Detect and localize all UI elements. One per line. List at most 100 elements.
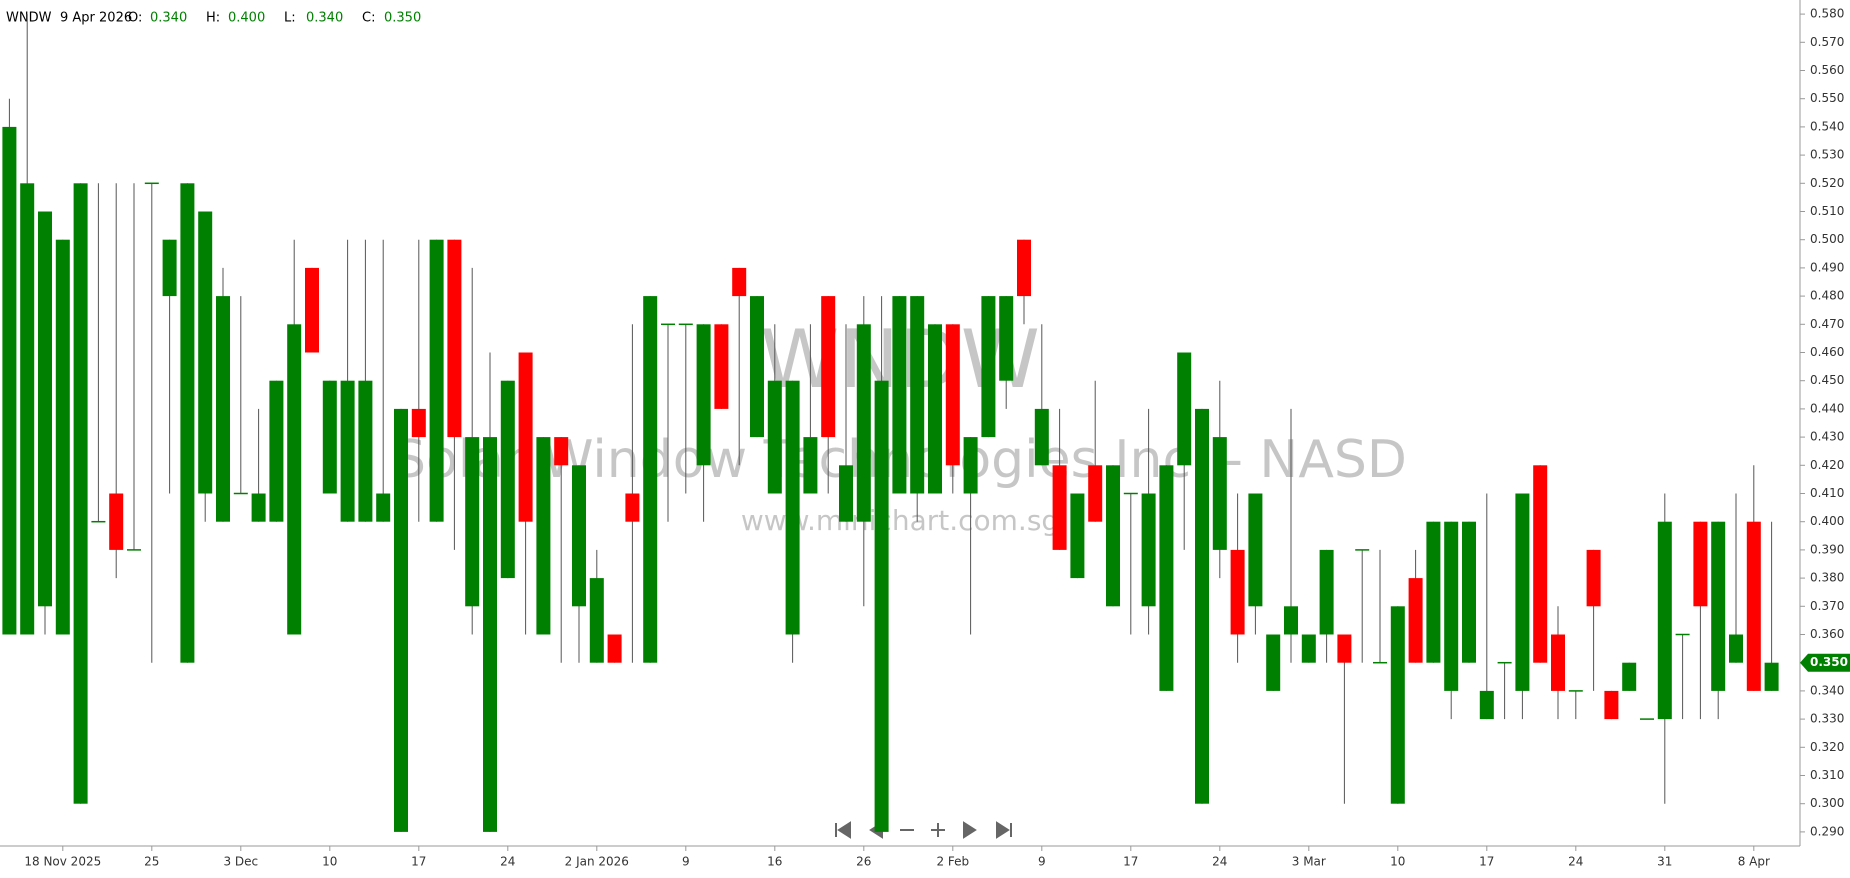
candle-body [607, 634, 622, 663]
nav-zoom-in[interactable] [931, 823, 945, 837]
candle-body [1212, 437, 1227, 550]
candle-body [1195, 408, 1209, 804]
header-field-value: 0.350 [384, 11, 421, 26]
candle-body [1319, 549, 1334, 635]
candle-body [73, 183, 88, 804]
candle-body [1462, 521, 1476, 663]
x-tick-label: 3 Mar [1292, 855, 1326, 869]
y-tick-label: 0.460 [1810, 345, 1844, 359]
candle-body [767, 380, 782, 494]
candle-body [1408, 578, 1423, 663]
candle-body [198, 211, 213, 494]
candle-body [981, 296, 996, 438]
y-tick-label: 0.420 [1810, 458, 1844, 472]
candle-body [572, 465, 586, 607]
candle-body [376, 493, 391, 522]
candle-body [999, 296, 1014, 381]
candle-body [1711, 521, 1726, 691]
header-field-value: 0.340 [150, 11, 187, 26]
candle-body [1729, 634, 1743, 663]
candle-body [750, 296, 764, 438]
y-tick-label: 0.320 [1810, 740, 1844, 754]
candle-body [554, 437, 569, 466]
candle-body [892, 296, 907, 494]
x-tick-label: 24 [1568, 855, 1583, 869]
candle-body [839, 465, 853, 522]
candle-body [1034, 408, 1049, 466]
x-tick-label: 25 [144, 855, 159, 869]
y-tick-label: 0.440 [1810, 401, 1844, 415]
x-tick-label: 8 Apr [1738, 855, 1770, 869]
candle-body [411, 408, 426, 438]
nav-last[interactable] [996, 821, 1012, 839]
candle-body [625, 493, 640, 522]
candle-body [287, 324, 302, 635]
y-tick-label: 0.390 [1810, 542, 1844, 556]
candle-body [1693, 521, 1708, 607]
last-price-label: 0.350 [1810, 655, 1848, 669]
candle-body [1017, 239, 1031, 297]
y-tick-label: 0.290 [1810, 824, 1844, 838]
candle-body [732, 267, 747, 297]
candle-body [305, 267, 319, 353]
x-tick-label: 24 [1212, 855, 1227, 869]
y-tick-label: 0.520 [1810, 176, 1844, 190]
x-tick-label: 10 [322, 855, 337, 869]
candle-body [1230, 549, 1245, 635]
candle-body [180, 183, 195, 663]
candle-body [340, 380, 355, 522]
y-tick-label: 0.450 [1810, 373, 1844, 387]
candle-body [38, 211, 52, 607]
x-tick-label: 3 Dec [223, 855, 258, 869]
candle-body [447, 239, 462, 438]
candle-body [20, 183, 35, 635]
candle-body [1479, 690, 1494, 720]
y-tick-label: 0.410 [1810, 486, 1844, 500]
candle-body [1248, 493, 1263, 607]
nav-next[interactable] [963, 821, 977, 839]
candle-body [1284, 606, 1298, 635]
candle-body [1444, 521, 1459, 691]
candle-body [1426, 521, 1441, 663]
header-field-value: 0.400 [228, 11, 265, 26]
y-tick-label: 0.470 [1810, 317, 1844, 331]
y-tick-label: 0.480 [1810, 289, 1844, 303]
x-tick-label: 16 [767, 855, 782, 869]
y-tick-label: 0.340 [1810, 683, 1844, 697]
candle-body [536, 437, 551, 635]
y-tick-label: 0.430 [1810, 430, 1844, 444]
y-tick-label: 0.300 [1810, 796, 1844, 810]
y-tick-label: 0.570 [1810, 35, 1844, 49]
x-tick-label: 17 [411, 855, 426, 869]
candle-body [109, 493, 124, 550]
candle-body [1551, 634, 1565, 691]
header-field-name: O: [128, 11, 142, 26]
y-tick-label: 0.380 [1810, 571, 1844, 585]
nav-first[interactable] [835, 821, 851, 839]
candle-body [483, 437, 497, 832]
candle-body [1533, 465, 1548, 663]
candle-body [1052, 465, 1067, 550]
y-tick-label: 0.500 [1810, 232, 1844, 246]
candle-body [1337, 634, 1352, 663]
candle-body [1301, 634, 1316, 663]
y-tick-label: 0.530 [1810, 148, 1844, 162]
candle-body [2, 126, 17, 635]
y-tick-label: 0.330 [1810, 712, 1844, 726]
header: WNDW 9 Apr 2026 O: 0.340 H: 0.400 L: 0.340 C: 0… [6, 11, 421, 26]
x-tick-label: 9 [1038, 855, 1046, 869]
y-tick-label: 0.400 [1810, 514, 1844, 528]
x-tick-label: 10 [1390, 855, 1405, 869]
candle-body [1515, 493, 1530, 691]
candle-body [1159, 465, 1174, 691]
candle-body [216, 296, 230, 522]
x-tick-label: 9 [682, 855, 690, 869]
candle-body [1746, 521, 1761, 691]
x-tick-label: 31 [1657, 855, 1672, 869]
candle-body [465, 437, 480, 607]
candle-body [162, 239, 177, 297]
y-tick-label: 0.360 [1810, 627, 1844, 641]
y-tick-label: 0.510 [1810, 204, 1844, 218]
